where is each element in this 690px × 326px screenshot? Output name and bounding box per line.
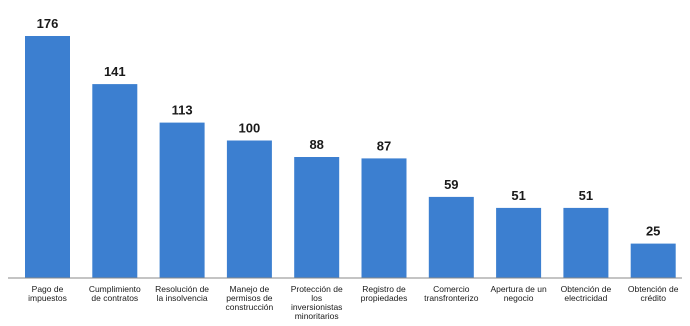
bar-value-label: 141 — [104, 64, 126, 79]
bar-value-label: 88 — [309, 137, 323, 152]
bar-value-label: 113 — [172, 103, 193, 118]
category-labels-group: Pago de impuestos Cumplimiento de contratos… — [28, 284, 679, 321]
bar — [563, 207, 609, 278]
bar-value-label: 87 — [377, 138, 391, 153]
category-label: Pago de impuestos — [28, 284, 67, 303]
category-label: Registro de propiedades — [361, 284, 408, 303]
bar — [25, 36, 70, 278]
category-label: Manejo de permisos de construcción — [226, 284, 274, 312]
bar — [92, 84, 138, 278]
value-labels-group: 176 141 113 100 88 87 59 51 51 25 — [37, 16, 661, 239]
bar-value-label: 100 — [239, 121, 261, 136]
category-label: Protección de los inversionistas minoritari… — [291, 284, 343, 321]
bars-group — [25, 36, 676, 278]
bar — [226, 140, 272, 278]
category-label: Cumplimiento de contratos — [89, 284, 141, 303]
category-label: Apertura de un negocio — [490, 284, 547, 303]
bar — [428, 196, 474, 278]
bar — [361, 158, 407, 278]
bar — [159, 122, 205, 278]
bar-value-label: 51 — [579, 188, 593, 203]
bar — [294, 157, 340, 278]
bar — [630, 243, 676, 278]
bar — [496, 207, 542, 278]
bar-value-label: 25 — [646, 224, 660, 239]
bar-value-label: 51 — [511, 188, 525, 203]
bar-value-label: 176 — [37, 16, 59, 31]
category-label: Obtención de crédito — [628, 284, 679, 303]
category-label: Obtención de electricidad — [561, 284, 612, 303]
bar-value-label: 59 — [444, 177, 458, 192]
category-label: Resolución de la insolvencia — [155, 284, 209, 303]
category-label: Comercio transfronterizo — [424, 284, 479, 303]
